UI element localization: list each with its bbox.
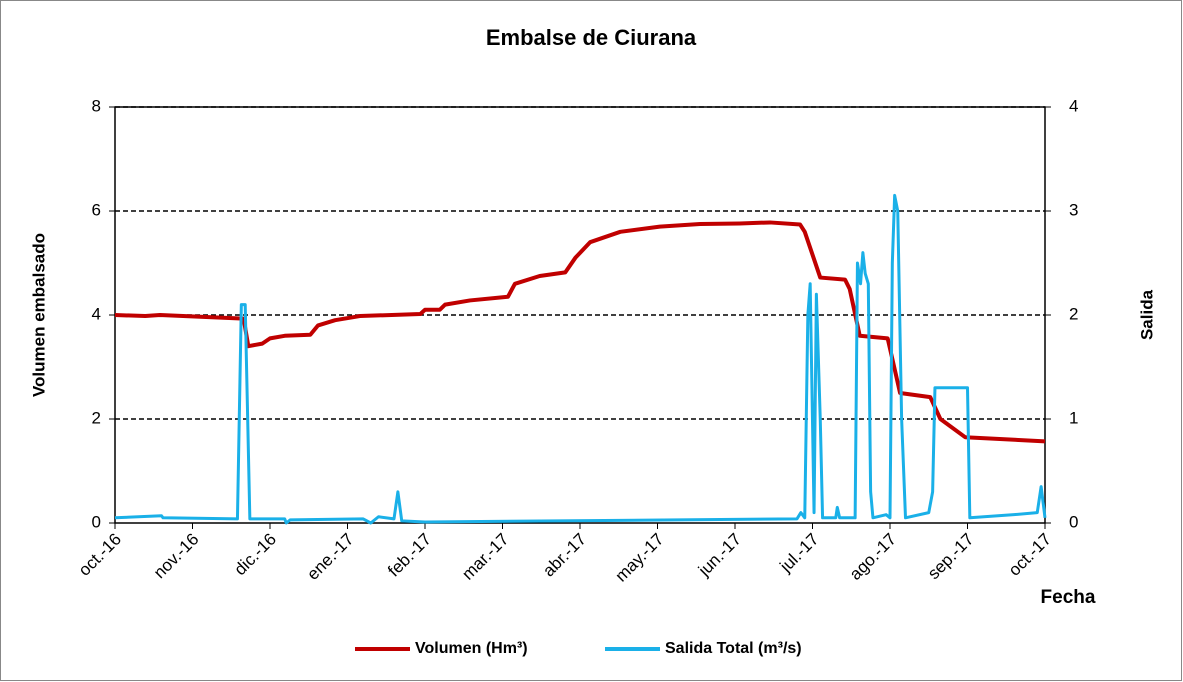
series-line <box>114 193 1047 525</box>
y-tick-label: 4 <box>92 304 101 323</box>
y-tick-label: 6 <box>92 200 101 219</box>
y2-tick-label: 1 <box>1069 408 1078 427</box>
y2-tick-label: 3 <box>1069 200 1078 219</box>
y-axis-label: Volumen embalsado <box>29 233 48 397</box>
y2-tick-label: 4 <box>1069 96 1078 115</box>
y2-tick-label: 0 <box>1069 512 1078 531</box>
chart-title: Embalse de Ciurana <box>486 25 697 50</box>
y-tick-label: 2 <box>92 408 101 427</box>
y2-axis-label: Salida <box>1137 289 1156 340</box>
legend-label: Salida Total (m³/s) <box>665 640 802 657</box>
y2-tick-label: 2 <box>1069 304 1078 323</box>
y-tick-label: 8 <box>92 96 101 115</box>
legend-label: Volumen (Hm³) <box>415 640 528 657</box>
series-line <box>114 220 1046 444</box>
x-axis-label: Fecha <box>1041 587 1096 608</box>
y-tick-label: 0 <box>92 512 101 531</box>
